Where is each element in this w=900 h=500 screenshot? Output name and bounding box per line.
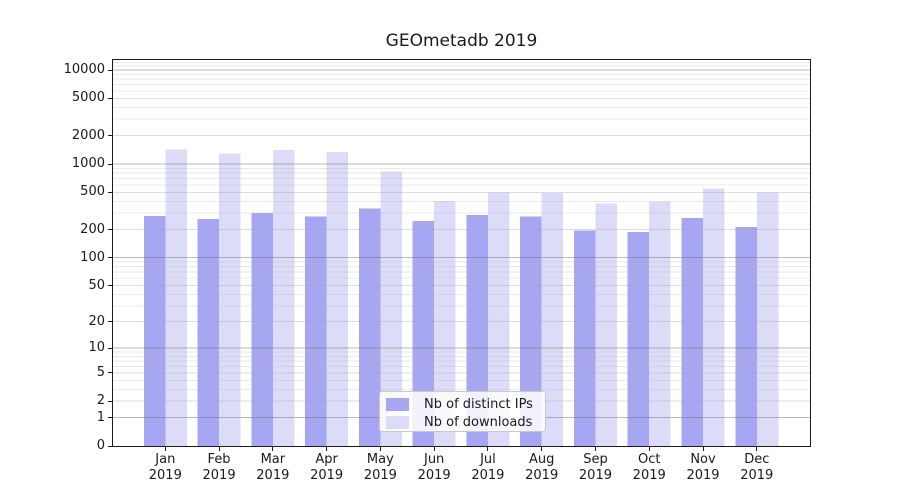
x-tick-mark xyxy=(164,447,166,451)
y-tick-label: 2 xyxy=(96,393,105,409)
legend-row-distinct-ips: Nb of distinct IPs xyxy=(386,397,545,412)
bar-chart-canvas xyxy=(113,62,810,446)
legend-label-downloads: Nb of downloads xyxy=(424,415,533,430)
x-tick-mark xyxy=(594,447,596,451)
x-tick-label: Nov 2019 xyxy=(686,452,720,483)
y-tick-mark xyxy=(108,321,112,323)
y-tick-label: 5 xyxy=(96,364,105,380)
x-tick-label: Jan 2019 xyxy=(148,452,182,483)
y-tick-mark xyxy=(108,229,112,231)
x-tick-label: Oct 2019 xyxy=(632,452,666,483)
bar-downloads xyxy=(756,192,779,446)
y-tick-label: 100 xyxy=(80,249,105,265)
x-tick-label: Feb 2019 xyxy=(202,452,236,483)
y-tick-label: 50 xyxy=(88,277,105,293)
bar-distinct-ips xyxy=(251,213,273,446)
y-tick-label: 500 xyxy=(80,184,105,200)
bar-downloads xyxy=(703,188,725,446)
y-tick-mark xyxy=(108,400,112,402)
bar-distinct-ips xyxy=(520,216,542,446)
bar-distinct-ips xyxy=(681,218,703,446)
x-tick-label: Jul 2019 xyxy=(471,452,505,483)
y-tick-mark xyxy=(108,285,112,287)
x-tick-mark xyxy=(218,447,220,451)
bar-downloads xyxy=(487,192,510,446)
x-tick-label: Mar 2019 xyxy=(256,452,290,483)
bar-downloads xyxy=(434,200,456,446)
y-tick-mark xyxy=(108,445,112,447)
bar-downloads xyxy=(541,193,564,446)
y-tick-mark xyxy=(108,257,112,259)
legend-swatch-downloads xyxy=(386,416,409,429)
y-tick-mark xyxy=(108,417,112,419)
bar-distinct-ips xyxy=(735,227,757,446)
y-tick-label: 10 xyxy=(88,340,105,356)
bar-distinct-ips xyxy=(412,220,435,446)
bar-downloads xyxy=(595,203,617,446)
x-tick-label: Apr 2019 xyxy=(310,452,344,483)
bar-distinct-ips xyxy=(305,216,327,446)
bar-distinct-ips xyxy=(358,208,381,446)
y-tick-mark xyxy=(108,372,112,374)
x-tick-mark xyxy=(541,447,543,451)
legend: Nb of distinct IPs Nb of downloads xyxy=(379,391,546,432)
bar-downloads xyxy=(649,201,671,446)
chart-title: GEOmetadb 2019 xyxy=(385,31,538,51)
bar-distinct-ips xyxy=(573,230,596,446)
y-tick-label: 0 xyxy=(96,438,105,453)
bar-downloads xyxy=(380,171,402,446)
y-tick-label: 10000 xyxy=(63,62,105,78)
bar-downloads xyxy=(326,152,349,446)
x-tick-label: Sep 2019 xyxy=(578,452,612,483)
x-tick-mark xyxy=(702,447,704,451)
bar-downloads xyxy=(219,153,241,446)
y-tick-mark xyxy=(108,69,112,71)
plot-area xyxy=(112,59,811,447)
y-tick-label: 1000 xyxy=(71,156,105,172)
x-tick-mark xyxy=(648,447,650,451)
x-tick-mark xyxy=(756,447,758,451)
x-tick-mark xyxy=(326,447,328,451)
bar-downloads xyxy=(165,149,187,446)
bar-downloads xyxy=(272,150,295,446)
y-tick-label: 20 xyxy=(88,313,105,329)
bar-distinct-ips xyxy=(466,214,488,446)
y-tick-mark xyxy=(108,191,112,193)
x-tick-mark xyxy=(379,447,381,451)
x-tick-mark xyxy=(487,447,489,451)
y-tick-mark xyxy=(108,347,112,349)
legend-row-downloads: Nb of downloads xyxy=(386,415,545,430)
legend-label-distinct-ips: Nb of distinct IPs xyxy=(424,397,533,412)
bar-distinct-ips xyxy=(143,215,166,446)
y-tick-mark xyxy=(108,97,112,99)
x-tick-label: May 2019 xyxy=(363,452,397,483)
x-tick-mark xyxy=(433,447,435,451)
x-tick-label: Dec 2019 xyxy=(740,452,774,483)
y-tick-mark xyxy=(108,163,112,165)
y-tick-mark xyxy=(108,135,112,137)
x-tick-mark xyxy=(272,447,274,451)
y-tick-label: 200 xyxy=(80,221,105,237)
bar-distinct-ips xyxy=(197,219,220,446)
x-tick-label: Aug 2019 xyxy=(525,452,559,483)
y-tick-label: 1 xyxy=(96,409,105,425)
y-tick-label: 2000 xyxy=(71,127,105,143)
x-tick-label: Jun 2019 xyxy=(417,452,451,483)
bar-distinct-ips xyxy=(627,232,650,446)
legend-swatch-distinct-ips xyxy=(386,398,409,411)
y-tick-label: 5000 xyxy=(71,90,105,106)
